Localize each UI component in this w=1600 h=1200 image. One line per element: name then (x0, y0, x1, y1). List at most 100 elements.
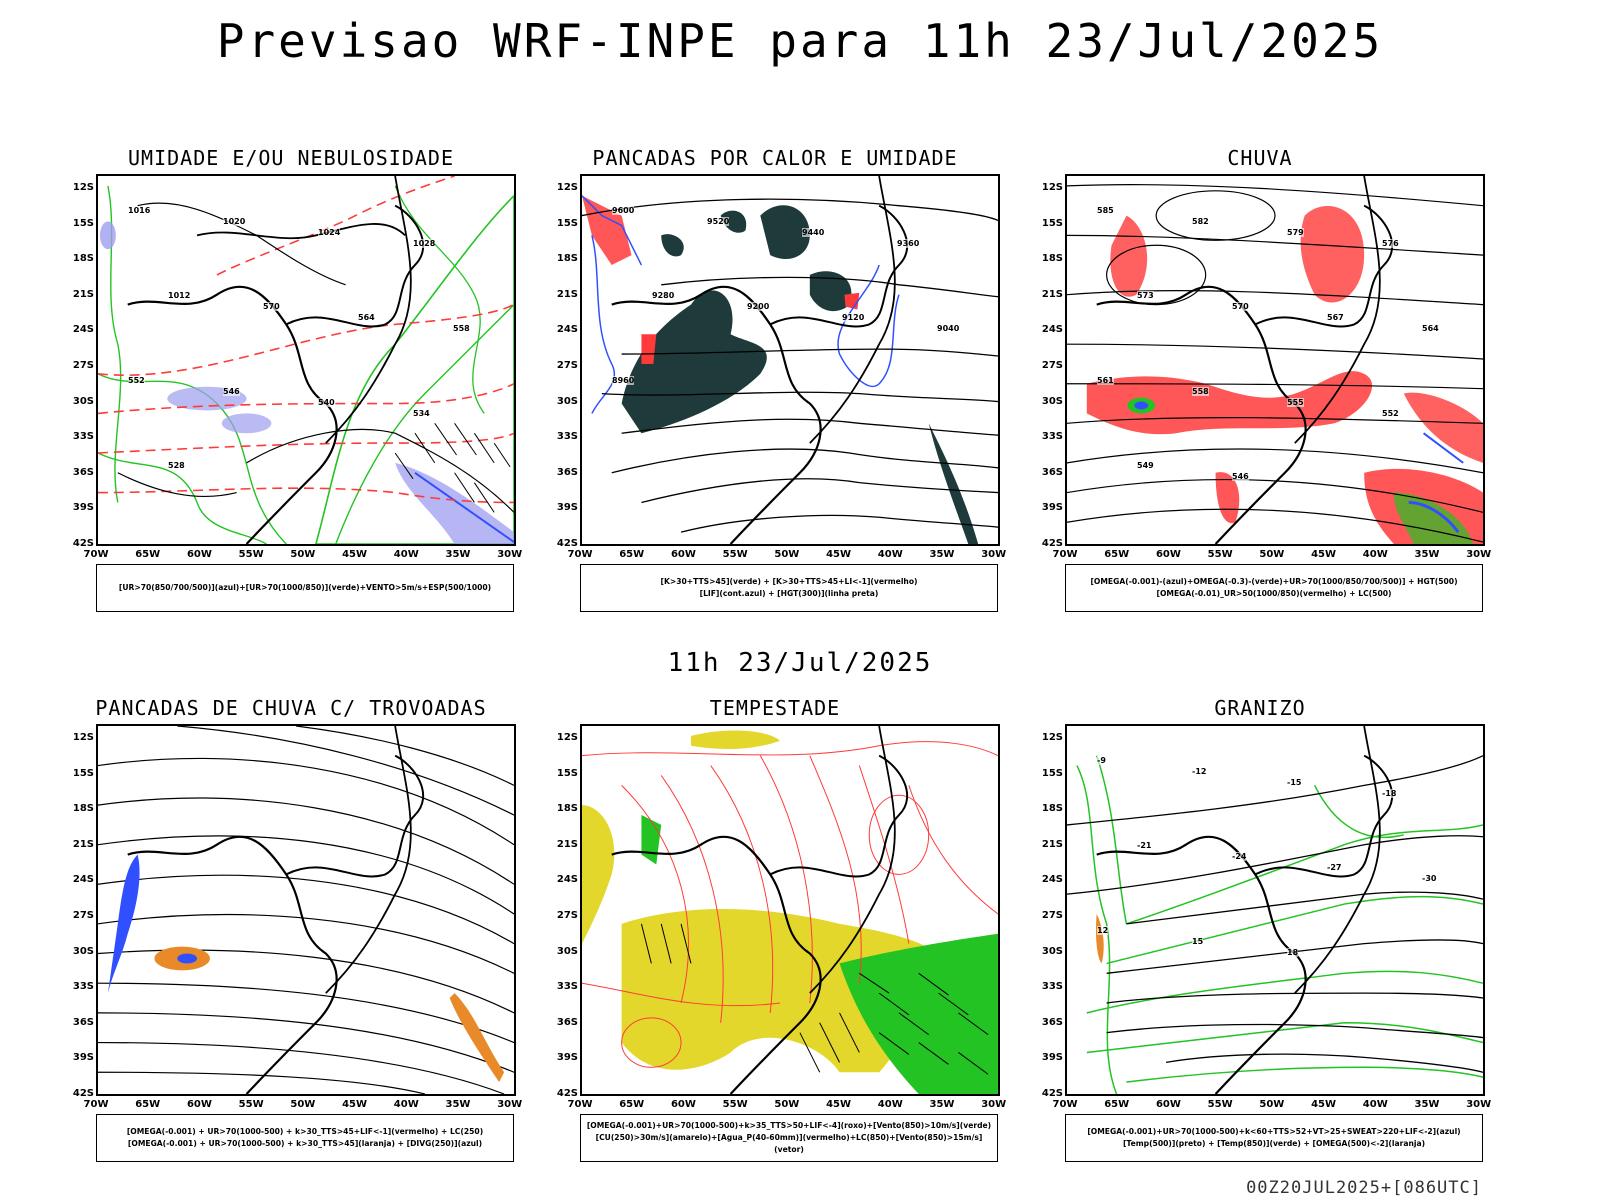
panel-title: PANCADAS DE CHUVA C/ TROVOADAS (95, 696, 487, 720)
lat-tick-label: 33S (1041, 431, 1063, 443)
lon-tick-label: 55W (1207, 1099, 1233, 1110)
panel-granizo: GRANIZO (1025, 696, 1495, 1166)
map-graphic (98, 176, 514, 544)
lat-tick-label: 36S (556, 1016, 578, 1028)
lon-tick-label: 60W (670, 1099, 696, 1110)
lon-tick-label: 30W (981, 1099, 1007, 1110)
lat-tick-label: 33S (1041, 981, 1063, 993)
lon-tick-label: 45W (826, 549, 852, 560)
lat-tick-label: 30S (72, 395, 94, 407)
panel-trovoadas: PANCADAS DE CHUVA C/ TROVOADAS (56, 696, 526, 1166)
lat-tick-label: 21S (1041, 838, 1063, 850)
contour-label: 546 (1232, 472, 1249, 481)
lon-tick-label: 35W (1414, 1099, 1440, 1110)
contour-label: 546 (223, 387, 240, 396)
contour-label: 552 (128, 376, 145, 385)
map-graphic (582, 726, 998, 1094)
map-graphic (582, 176, 998, 544)
lon-tick-label: 55W (722, 549, 748, 560)
lat-tick-label: 27S (72, 910, 94, 921)
lat-tick-label: 36S (72, 1016, 94, 1028)
contour-label: 552 (1382, 409, 1399, 418)
lat-tick-label: 24S (1041, 324, 1063, 336)
map-graphic (1067, 726, 1483, 1094)
lon-tick-label: 50W (774, 1099, 800, 1110)
lon-tick-label: 30W (1466, 549, 1492, 560)
lon-tick-label: 40W (877, 1099, 903, 1110)
map-granizo: -9 -12 -15 -18 -21 -24 -27 -30 12 15 18 (1065, 724, 1485, 1096)
lat-tick-label: 36S (1041, 466, 1063, 478)
lat-tick-label: 18S (72, 253, 94, 265)
contour-label: 9520 (707, 217, 730, 226)
contour-label: -21 (1137, 841, 1152, 850)
contour-label: 582 (1192, 217, 1209, 226)
lat-tick-label: 15S (556, 767, 578, 779)
lat-tick-label: 39S (1041, 502, 1063, 514)
lat-tick-label: 27S (72, 360, 94, 371)
legend-line-1: [OMEGA(-0.001)-(azul)+OMEGA(-0.3)-(verde… (1090, 577, 1458, 586)
panel-legend: [OMEGA(-0.001)-(azul)+OMEGA(-0.3)-(verde… (1065, 564, 1483, 612)
lat-tick-label: 18S (1041, 803, 1063, 815)
legend-line-2: [CU(250)>30m/s](amarelo)+[Agua_P(40-60mm… (595, 1133, 983, 1154)
contour-label: 9280 (652, 291, 675, 300)
contour-label: 9360 (897, 239, 920, 248)
contour-label: -12 (1192, 767, 1207, 776)
lon-tick-label: 35W (1414, 549, 1440, 560)
lon-tick-label: 70W (567, 549, 593, 560)
lat-tick-label: 36S (556, 466, 578, 478)
panel-legend: [OMEGA(-0.001) + UR>70(1000-500) + k>30_… (96, 1114, 514, 1162)
lon-tick-label: 35W (445, 1099, 471, 1110)
panel-legend: [K>30+TTS>45](verde) + [K>30+TTS>45+LI<-… (580, 564, 998, 612)
lat-tick-label: 18S (556, 803, 578, 815)
lon-tick-label: 50W (774, 549, 800, 560)
lon-tick-label: 70W (83, 1099, 109, 1110)
lon-tick-label: 45W (1311, 549, 1337, 560)
lat-tick-label: 12S (72, 732, 94, 743)
lon-tick-label: 65W (619, 1099, 645, 1110)
lon-tick-label: 65W (135, 1099, 161, 1110)
contour-label: 1012 (168, 291, 191, 300)
lat-tick-label: 24S (72, 874, 94, 886)
panel-pancadas: PANCADAS POR CALOR E UMIDADE (540, 146, 1010, 616)
contour-label: 585 (1097, 206, 1114, 215)
lon-tick-label: 40W (393, 1099, 419, 1110)
panel-title: UMIDADE E/OU NEBULOSIDADE (127, 146, 455, 170)
lon-tick-label: 55W (238, 549, 264, 560)
lat-tick-label: 30S (556, 395, 578, 407)
lat-tick-label: 21S (1041, 288, 1063, 300)
contour-label: 9600 (612, 206, 635, 215)
lon-tick-label: 60W (670, 549, 696, 560)
lat-tick-label: 12S (556, 182, 578, 193)
lat-tick-label: 15S (72, 767, 94, 779)
map-graphic (98, 726, 514, 1094)
contour-label: 564 (358, 313, 375, 322)
lat-tick-label: 21S (72, 288, 94, 300)
lon-tick-label: 50W (1259, 1099, 1285, 1110)
contour-label: 534 (413, 409, 430, 418)
contour-label: 1028 (413, 239, 436, 248)
legend-line-2: [Temp(500)](preto) + [Temp(850)](verde) … (1122, 1139, 1426, 1148)
lat-tick-label: 39S (72, 502, 94, 514)
contour-label: 567 (1327, 313, 1344, 322)
lon-tick-label: 30W (981, 549, 1007, 560)
panel-legend: [OMEGA(-0.001)+UR>70(1000-500)+k<60+TTS>… (1065, 1114, 1483, 1162)
lon-tick-label: 55W (1207, 549, 1233, 560)
lon-tick-label: 70W (1052, 1099, 1078, 1110)
lat-tick-label: 12S (1041, 182, 1063, 193)
lat-tick-label: 33S (556, 431, 578, 443)
lon-tick-label: 45W (342, 549, 368, 560)
lon-tick-label: 30W (1466, 1099, 1492, 1110)
contour-label: 561 (1097, 376, 1114, 385)
lon-tick-label: 45W (826, 1099, 852, 1110)
contour-label: 564 (1422, 324, 1439, 333)
lat-tick-label: 33S (72, 431, 94, 443)
lon-tick-label: 60W (1155, 1099, 1181, 1110)
lon-tick-label: 65W (1104, 1099, 1130, 1110)
legend-line-2: [OMEGA(-0.01)_UR>50(1000/850)(vermelho) … (1156, 589, 1392, 598)
lon-tick-label: 40W (877, 549, 903, 560)
legend-line-1: [OMEGA(-0.001)+UR>70(1000-500)+k>35_TTS>… (586, 1121, 992, 1130)
lon-tick-label: 55W (722, 1099, 748, 1110)
lon-tick-label: 40W (1362, 549, 1388, 560)
contour-label: 18 (1287, 948, 1299, 957)
lat-tick-label: 12S (556, 732, 578, 743)
